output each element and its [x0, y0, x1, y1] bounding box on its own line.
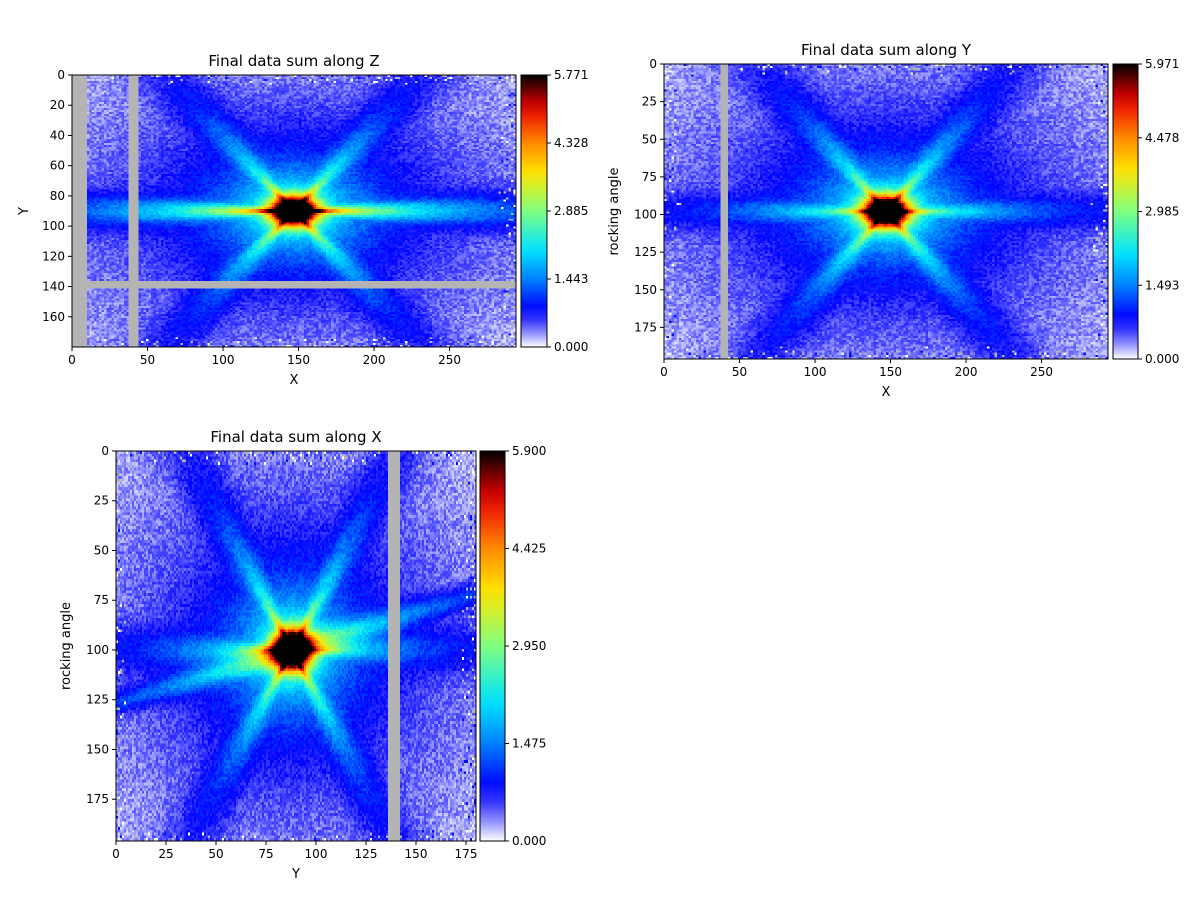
colorbar-tick-label: 5.900 [512, 444, 546, 458]
y-tick-label: 75 [642, 170, 657, 184]
y-tick-label: 100 [634, 208, 657, 222]
x-tick-label: 100 [305, 847, 328, 861]
x-tick-label: 50 [732, 365, 747, 379]
colorbar-tick-label: 1.493 [1145, 278, 1179, 292]
x-tick-label: 100 [212, 353, 235, 367]
colorbar-tick-label: 5.771 [554, 68, 588, 82]
panel-title: Final data sum along X [210, 428, 381, 446]
y-tick-label: 0 [57, 68, 65, 82]
y-tick-label: 25 [642, 95, 657, 109]
x-tick-label: 150 [879, 365, 902, 379]
x-tick-label: 75 [258, 847, 273, 861]
panel-1: Final data sum along Z 0 50 100 150 200 250 0 20… [17, 52, 588, 388]
y-tick-label: 60 [50, 159, 65, 173]
x-axis-label: Y [291, 867, 300, 882]
x-tick-label: 200 [363, 353, 386, 367]
y-tick-label: 175 [86, 792, 109, 806]
x-tick-label: 125 [355, 847, 378, 861]
x-axis-label: X [290, 373, 299, 388]
y-tick-label: 150 [86, 742, 109, 756]
y-tick-label: 50 [642, 132, 657, 146]
colorbar-tick-label: 4.328 [554, 136, 588, 150]
y-tick-label: 100 [42, 219, 65, 233]
x-tick-label: 25 [158, 847, 173, 861]
x-tick-label: 0 [68, 353, 76, 367]
colorbar-tick-label: 2.985 [1145, 205, 1179, 219]
y-tick-label: 25 [94, 494, 109, 508]
axes-frame [71, 74, 517, 348]
colorbar-tick-label: 4.425 [512, 542, 546, 556]
y-tick-label: 150 [634, 283, 657, 297]
axes-frame [115, 450, 477, 842]
colorbar-tick-label: 5.971 [1145, 57, 1179, 71]
axes-frame [663, 63, 1109, 360]
y-tick-label: 0 [649, 57, 657, 71]
colorbar [479, 450, 506, 842]
colorbar-tick-label: 2.885 [554, 204, 588, 218]
panel-3: Final data sum along X 0 25 50 75 100 125 150 17… [59, 428, 546, 882]
x-tick-label: 0 [660, 365, 668, 379]
x-tick-label: 200 [955, 365, 978, 379]
y-tick-label: 125 [86, 693, 109, 707]
y-tick-label: 100 [86, 643, 109, 657]
x-axis-label: X [882, 385, 891, 400]
colorbar-tick-label: 0.000 [512, 834, 546, 848]
y-tick-label: 20 [50, 98, 65, 112]
colorbar-tick-label: 2.950 [512, 639, 546, 653]
x-tick-label: 150 [287, 353, 310, 367]
colorbar-tick-label: 4.478 [1145, 131, 1179, 145]
y-axis-label: rocking angle [607, 168, 622, 256]
colorbar-tick-label: 1.475 [512, 737, 546, 751]
panel-2: Final data sum along Y 0 50 100 150 200 250 0 25… [607, 41, 1179, 400]
heatmap-image [664, 64, 1108, 359]
x-tick-label: 250 [438, 353, 461, 367]
y-tick-label: 40 [50, 128, 65, 142]
heatmap-image [72, 75, 516, 347]
x-tick-label: 100 [804, 365, 827, 379]
y-tick-label: 0 [101, 444, 109, 458]
y-axis-label: Y [17, 207, 32, 216]
x-tick-label: 150 [405, 847, 428, 861]
x-tick-label: 50 [140, 353, 155, 367]
y-tick-label: 50 [94, 543, 109, 557]
x-tick-label: 175 [455, 847, 478, 861]
y-tick-label: 120 [42, 249, 65, 263]
colorbar [520, 74, 548, 348]
x-tick-label: 50 [208, 847, 223, 861]
y-tick-label: 160 [42, 310, 65, 324]
colorbar-tick-label: 0.000 [554, 340, 588, 354]
y-tick-label: 140 [42, 280, 65, 294]
x-tick-label: 0 [112, 847, 120, 861]
y-tick-label: 125 [634, 245, 657, 259]
panel-title: Final data sum along Y [801, 41, 972, 59]
y-tick-label: 80 [50, 189, 65, 203]
panel-title: Final data sum along Z [208, 52, 379, 70]
colorbar-tick-label: 1.443 [554, 272, 588, 286]
y-tick-label: 75 [94, 593, 109, 607]
x-tick-label: 250 [1030, 365, 1053, 379]
y-axis-label: rocking angle [59, 602, 74, 690]
y-tick-label: 175 [634, 320, 657, 334]
heatmap-image [116, 451, 476, 841]
colorbar-tick-label: 0.000 [1145, 352, 1179, 366]
colorbar [1112, 63, 1139, 360]
